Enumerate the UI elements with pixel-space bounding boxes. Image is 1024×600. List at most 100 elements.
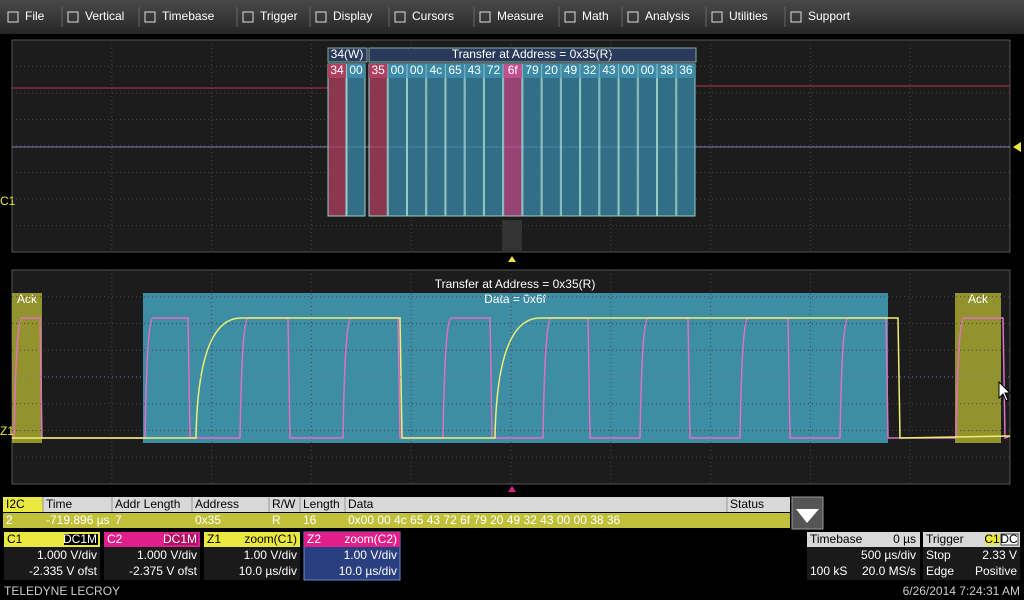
table-header: R/W [272, 497, 296, 511]
ack-label: Ack [968, 292, 989, 306]
byte-region [327, 63, 347, 217]
menu-item[interactable]: Utilities [729, 9, 768, 23]
byte-label: 43 [602, 63, 616, 77]
timebase-rate: 20.0 MS/s [862, 564, 916, 578]
menu-item[interactable]: File [25, 9, 45, 23]
byte-region [580, 63, 600, 217]
byte-cell [542, 64, 561, 78]
timebase-label: Timebase [810, 532, 863, 546]
byte-region [618, 63, 638, 217]
byte-cell [638, 64, 657, 78]
byte-label: 20 [545, 63, 559, 77]
table-cell: -719.896 µs [46, 513, 110, 527]
menu-icon [67, 11, 79, 23]
menu-icon [144, 11, 156, 23]
menu-icon [7, 11, 19, 23]
channel-scale: 1.00 V/div [244, 548, 297, 562]
trigger-source: C1 [984, 532, 1000, 546]
menu-item[interactable]: Vertical [85, 9, 124, 23]
byte-label: 65 [448, 63, 462, 77]
channel-name: Z1 [207, 532, 221, 546]
byte-region [483, 63, 504, 217]
channel-badge-text: DC1M [63, 532, 97, 546]
table-cell: 7 [115, 513, 122, 527]
table-cell: 0x35 [195, 513, 221, 527]
trigger-level: 2.33 V [982, 548, 1017, 562]
byte-region [406, 63, 427, 217]
zoom-trace [12, 317, 1011, 440]
channel-scale: 1.000 V/div [37, 548, 97, 562]
read-header: Transfer at Address = 0x35(R) [452, 47, 613, 61]
menu-item[interactable]: Cursors [412, 9, 454, 23]
byte-label: 4c [429, 63, 442, 77]
menu-icon [394, 11, 406, 23]
byte-label: 32 [583, 63, 597, 77]
table-header: Status [730, 497, 764, 511]
timebase-samples: 100 kS [810, 564, 847, 578]
menu-item[interactable]: Analysis [645, 9, 690, 23]
channel-offset: -2.335 V ofst [29, 564, 98, 578]
trigger-label: Trigger [926, 532, 964, 546]
datetime: 6/26/2014 7:24:31 AM [903, 584, 1020, 598]
byte-cell [503, 64, 522, 78]
byte-cell [561, 64, 580, 78]
channel-name: Z2 [307, 532, 321, 546]
channel-badge-text: DC1M [163, 532, 197, 546]
ack-overlay [955, 293, 1001, 443]
menu-item[interactable]: Math [582, 9, 609, 23]
zoom-indicator [502, 220, 522, 252]
byte-label: 49 [564, 63, 578, 77]
ack-label: Ack [17, 292, 38, 306]
byte-cell [347, 64, 365, 78]
byte-label: 72 [487, 63, 501, 77]
zoom-subtitle: Data = 0x6f [484, 292, 546, 306]
menu-icon [315, 11, 327, 23]
brand: TELEDYNE LECROY [4, 584, 120, 598]
byte-label: 35 [371, 63, 385, 77]
menu-item[interactable]: Timebase [162, 9, 215, 23]
trigger-coupling: DC [1000, 532, 1018, 546]
channel-badge [64, 534, 98, 545]
trigger-coupling-badge [1000, 533, 1019, 546]
channel-name: C2 [107, 532, 123, 546]
menu-item[interactable]: Trigger [260, 9, 298, 23]
timebase-scale: 500 µs/div [861, 548, 916, 562]
menu-item[interactable]: Support [808, 9, 851, 23]
byte-cell [580, 64, 599, 78]
menu-icon [790, 11, 802, 23]
byte-region [522, 63, 542, 217]
byte-label: 38 [660, 63, 674, 77]
menu-item[interactable]: Display [333, 9, 372, 23]
byte-cell [676, 64, 695, 78]
byte-region [637, 63, 658, 217]
byte-label: 6f [508, 63, 519, 77]
table-header: Data [348, 497, 374, 511]
table-cell: 2 [6, 513, 13, 527]
byte-label: 00 [410, 63, 424, 77]
byte-cell [465, 64, 484, 78]
table-cell: R [272, 513, 281, 527]
timebase-header [807, 532, 920, 547]
menu-icon [242, 11, 254, 23]
byte-cell [657, 64, 676, 78]
channel-header [304, 532, 400, 547]
protocol-cell [3, 497, 43, 512]
menu-icon [627, 11, 639, 23]
channel-offset: -2.375 V ofst [129, 564, 198, 578]
byte-label: 00 [349, 63, 363, 77]
byte-label: 00 [391, 63, 405, 77]
channel-offset: 10.0 µs/div [339, 564, 397, 578]
menu-bar [0, 0, 1024, 34]
channel-badge-text: zoom(C1) [244, 532, 297, 546]
table-header: Time [46, 497, 73, 511]
table-row[interactable] [3, 513, 790, 528]
byte-label: 00 [641, 63, 655, 77]
channel-scale: 1.00 V/div [344, 548, 397, 562]
menu-item[interactable]: Measure [497, 9, 544, 23]
byte-region [445, 63, 465, 217]
byte-region [541, 63, 561, 217]
byte-region [676, 63, 696, 217]
trigger-source-badge [985, 534, 1000, 545]
table-header: I2C [6, 497, 25, 511]
zoom-title: Transfer at Address = 0x35(R) [435, 277, 596, 291]
